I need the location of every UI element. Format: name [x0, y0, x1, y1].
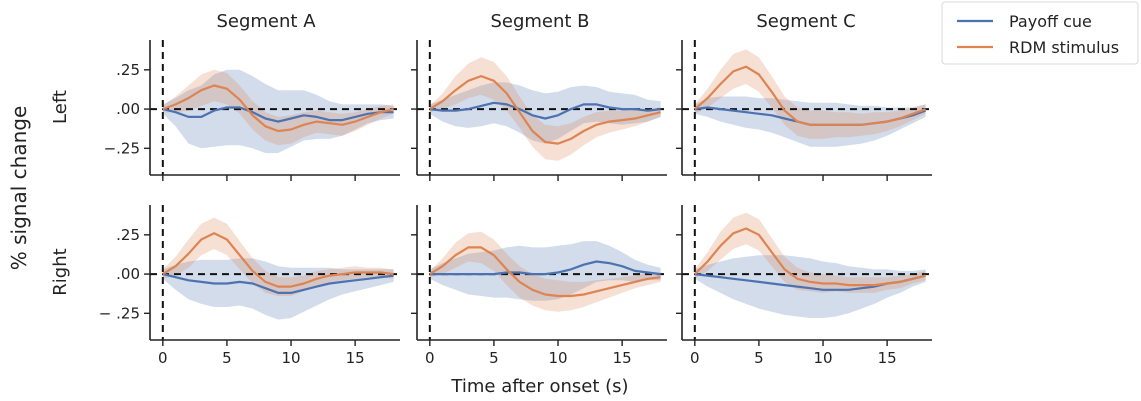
column-title-segment-a: Segment A [216, 11, 316, 32]
payoff-cue-line [162, 106, 394, 123]
x-axis-label: Time after onset (s) [450, 376, 628, 397]
panel-right-segment-a: .25 .00 − .25 0 5 10 15 [99, 205, 400, 367]
legend-label-payoff: Payoff cue [1009, 12, 1092, 31]
y-tick-label: .00 [116, 100, 140, 118]
legend: Payoff cue RDM stimulus [941, 1, 1139, 65]
x-tick-label: 0 [690, 349, 700, 367]
x-tick-label: 10 [813, 349, 832, 367]
rdm-stimulus-line [162, 84, 394, 133]
rdm-stimulus-line [694, 65, 926, 126]
rdm-stimulus-line [162, 232, 394, 288]
row-label-left: Left [50, 90, 71, 124]
y-axis-label: % signal change [7, 106, 31, 270]
y-tick-label: −.25 [104, 139, 140, 157]
rdm-stimulus-line [429, 246, 661, 298]
legend-frame [941, 1, 1139, 65]
panel-left-segment-a: .25 .00 −.25 [104, 40, 400, 181]
x-tick-label: 15 [878, 349, 897, 367]
panel-right-segment-c: 0 5 10 15 [676, 205, 932, 367]
x-tick-label: 5 [489, 349, 499, 367]
payoff-cue-line [429, 101, 661, 120]
rdm-stimulus-line [694, 227, 926, 287]
payoff-cue-line [162, 273, 394, 294]
x-tick-label: 15 [346, 349, 365, 367]
rdm-stimulus-line [429, 74, 661, 145]
x-tick-label: 0 [158, 349, 168, 367]
panel-grid: .25 .00 −.25 .25 .00 − .25 0 5 10 15 0 5 10 15 0 5 10 15 [99, 40, 932, 367]
x-tick-label: 15 [613, 349, 632, 367]
panel-left-segment-c [676, 40, 932, 181]
column-title-segment-b: Segment B [490, 11, 589, 32]
x-tick-label: 5 [222, 349, 232, 367]
payoff-ci-band [429, 82, 661, 144]
y-tick-label: .00 [116, 265, 140, 283]
x-tick-label: 10 [548, 349, 567, 367]
y-tick-label: .25 [116, 61, 140, 79]
column-title-segment-c: Segment C [756, 11, 855, 32]
x-tick-label: 0 [425, 349, 435, 367]
payoff-ci-band [429, 241, 661, 301]
payoff-ci-band [694, 255, 926, 318]
panel-left-segment-b [411, 40, 667, 181]
rdm-ci-band [429, 57, 661, 161]
rdm-ci-band [162, 69, 394, 146]
x-tick-label: 5 [754, 349, 764, 367]
y-tick-label: − .25 [99, 304, 140, 322]
payoff-cue-line [429, 260, 661, 276]
row-label-right: Right [50, 248, 71, 295]
y-tick-label: .25 [116, 226, 140, 244]
panel-right-segment-b: 0 5 10 15 [411, 205, 667, 367]
payoff-ci-band [162, 69, 394, 153]
x-tick-label: 10 [281, 349, 300, 367]
legend-label-rdm: RDM stimulus [1009, 38, 1119, 57]
